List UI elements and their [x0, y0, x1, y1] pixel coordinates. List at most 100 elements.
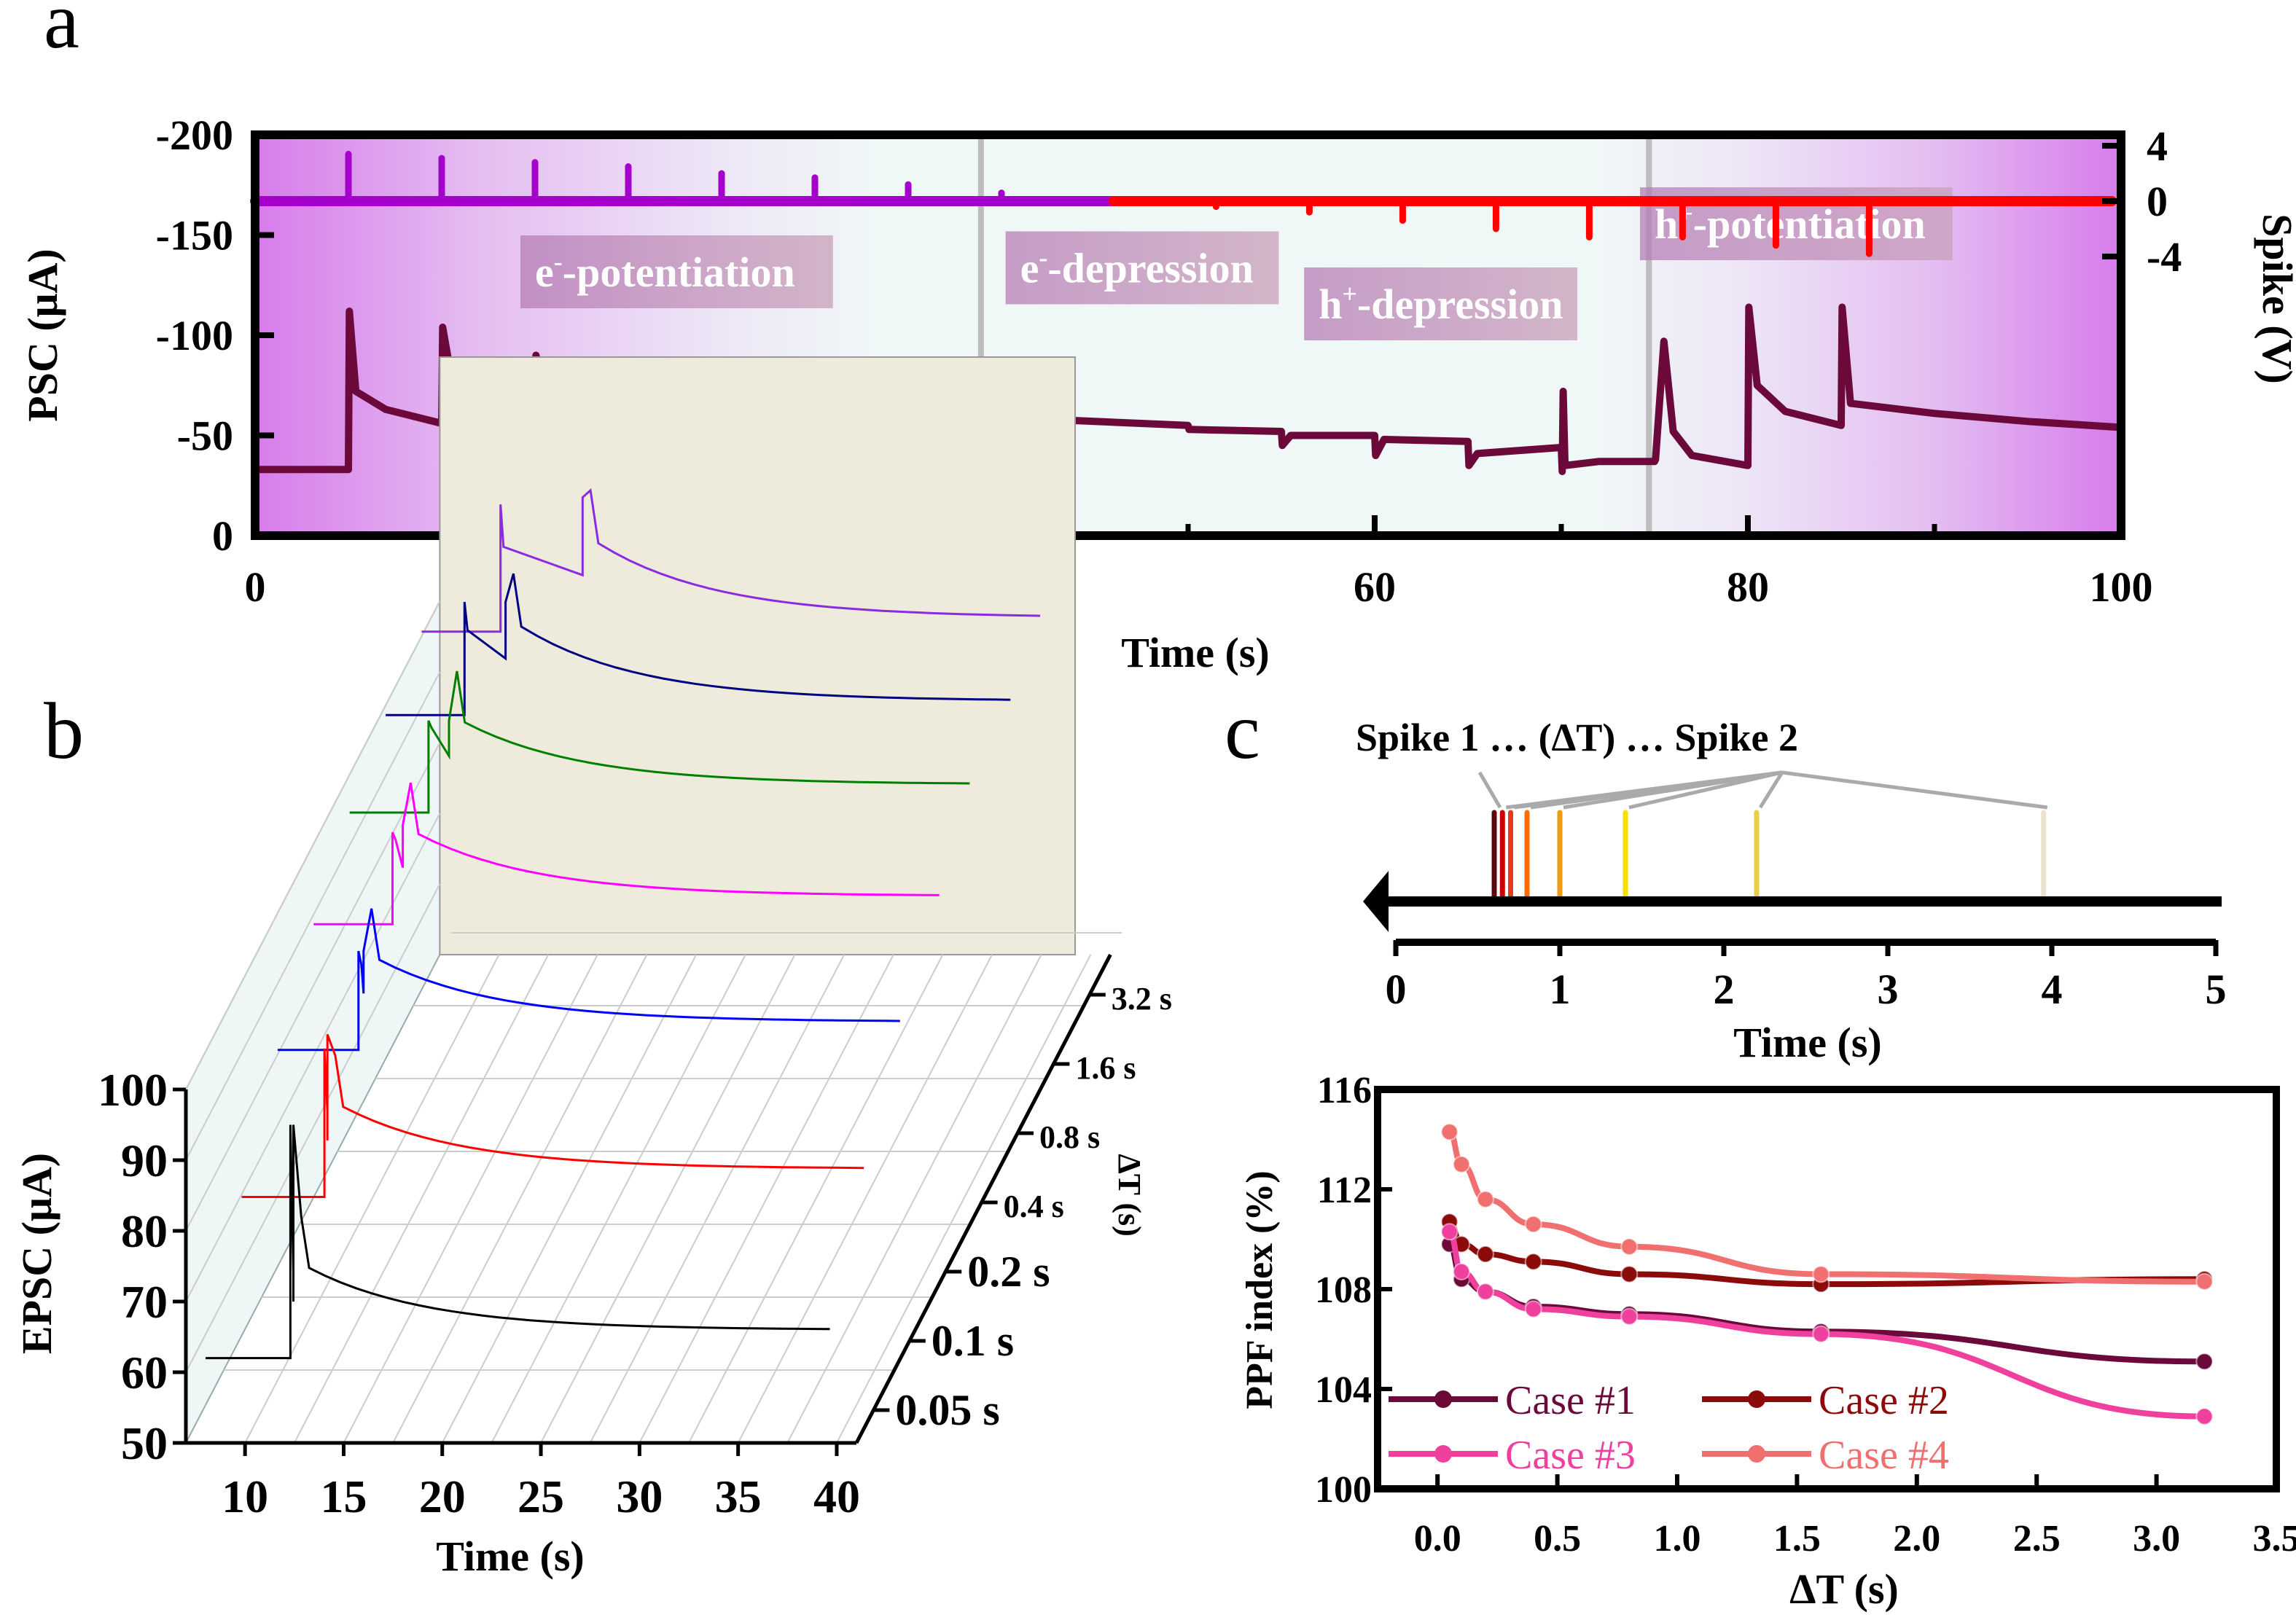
- panel-b-xlabel: Time (s): [436, 1533, 585, 1580]
- region-label-2: h+-depression: [1319, 279, 1563, 328]
- wall-grid-line: [185, 671, 441, 1161]
- epsc-trace-04s: [313, 782, 940, 926]
- z-tick-label: 0.8 s: [1039, 1119, 1100, 1155]
- epsc-trace-08s: [349, 670, 970, 814]
- y-tick-label: 116: [1317, 1070, 1372, 1111]
- floor-grid-line: [786, 954, 1042, 1444]
- ppf-point-case-4: [1440, 1123, 1459, 1141]
- x-tick-label: 2.5: [2013, 1518, 2061, 1560]
- legend-label-case-2: Case #2: [1819, 1378, 1949, 1423]
- y-tick-label: -100: [156, 312, 233, 359]
- y-tick-label: -200: [156, 111, 233, 159]
- ppf-point-case-3: [2195, 1407, 2214, 1425]
- x-tick-label: 1.5: [1773, 1518, 1821, 1560]
- epsc-trace-01s: [241, 1033, 864, 1198]
- legend-marker-case-2: [1748, 1390, 1765, 1408]
- panel-b-zlabel: ΔT (s): [1112, 1154, 1147, 1237]
- x-tick-label: 40: [813, 1471, 860, 1522]
- y-tick-label: 50: [121, 1417, 168, 1469]
- wall-grid-line: [185, 813, 441, 1302]
- ppf-point-case-4: [1476, 1190, 1494, 1208]
- legend-marker-case-3: [1434, 1445, 1452, 1463]
- region-label-box: [520, 235, 833, 308]
- time-arrow-head-icon: [1363, 871, 1389, 932]
- wall-grid-line: [185, 600, 441, 1090]
- x-tick-label: 1.0: [1654, 1518, 1701, 1560]
- floor-grid-line: [836, 954, 1092, 1444]
- panel-a-xlabel: Time (s): [1121, 629, 1270, 676]
- panel-c-ppf-chart: 0.0 0.5 1.0 1.5 2.0 2.5 3.0 3.5100104108112116 …: [1239, 1070, 2296, 1613]
- x-tick-label: 5: [2206, 966, 2227, 1013]
- leader-line-spike2: [1781, 770, 2048, 810]
- ppf-point-case-2: [1476, 1245, 1494, 1264]
- region-label-box: [1005, 231, 1279, 305]
- legend-label-case-3: Case #3: [1505, 1433, 1636, 1478]
- epsc-trace-005s: [206, 1124, 830, 1360]
- x-tick-label: 2: [1714, 966, 1735, 1013]
- floor-grid-line: [343, 954, 598, 1444]
- floor-grid-line: [491, 954, 746, 1444]
- ppf-line-case-4: [1448, 1129, 2205, 1285]
- y-right-tick-label: -4: [2147, 233, 2182, 281]
- floor-grid-line: [244, 954, 500, 1444]
- floor-grid-line: [688, 954, 944, 1444]
- ppf-point-case-3: [1620, 1307, 1639, 1326]
- leader-line-spike2: [1563, 770, 1783, 810]
- y-right-tick-label: 0: [2147, 178, 2168, 225]
- legend-label-case-4: Case #4: [1819, 1433, 1949, 1478]
- epsc-trace-02s: [277, 908, 900, 1052]
- legend-marker-case-1: [1434, 1390, 1452, 1408]
- y-right-tick-label: 4: [2147, 122, 2168, 170]
- x-tick-label: 30: [616, 1471, 663, 1522]
- ppf-point-case-4: [1524, 1215, 1542, 1233]
- ppf-point-case-3: [1524, 1300, 1542, 1318]
- z-tick-label: 0.4 s: [1004, 1189, 1064, 1224]
- y-tick-label: 70: [121, 1276, 168, 1328]
- ppf-point-case-3: [1440, 1223, 1459, 1241]
- x-tick-label: 20: [419, 1471, 466, 1522]
- floor-grid-line: [293, 954, 550, 1444]
- floor-grid-line: [589, 954, 845, 1444]
- leader-line-spike2: [1758, 771, 1784, 809]
- y-tick-label: 90: [121, 1135, 168, 1186]
- panel-a-ylabel-right: Spike (V): [2254, 214, 2296, 384]
- panel-c-bottom-xlabel: ΔT (s): [1789, 1565, 1899, 1613]
- panel-b-chart: 50 60 70 80 90 100 10 15 20 25 30 35 40 0.05 s 0.1 s 0.…: [13, 356, 1172, 1580]
- epsc-trace-16s: [386, 573, 1011, 716]
- ppf-point-case-4: [1620, 1237, 1639, 1256]
- x-tick-label: 1: [1550, 966, 1571, 1013]
- y-tick-label: -150: [156, 212, 233, 259]
- z-tick-label: 1.6 s: [1075, 1050, 1136, 1086]
- left-wall: [185, 600, 441, 1444]
- leader-line-spike1: [1477, 771, 1502, 809]
- ppf-point-case-3: [1453, 1263, 1471, 1281]
- x-tick-label: 3.0: [2133, 1518, 2180, 1560]
- panel-c-title: Spike 1 … (ΔT) … Spike 2: [1356, 716, 1798, 759]
- y-tick-label: 108: [1315, 1269, 1372, 1311]
- z-tick-label: 0.05 s: [895, 1386, 999, 1434]
- panel-a-ylabel: PSC (μA): [19, 249, 66, 421]
- panel-c-bottom-ylabel: PPF index (%): [1239, 1170, 1281, 1409]
- y-tick-label: -50: [177, 412, 233, 460]
- z-tick-label: 0.2 s: [967, 1248, 1050, 1296]
- ppf-point-case-1: [2195, 1353, 2214, 1371]
- x-tick-label: 0.5: [1534, 1518, 1581, 1560]
- panel-b-ylabel: EPSC (μA): [13, 1153, 60, 1354]
- x-tick-label: 0: [1386, 966, 1407, 1013]
- back-wall: [439, 356, 1076, 955]
- ppf-point-case-3: [1812, 1325, 1830, 1343]
- floor-grid-line: [392, 954, 648, 1444]
- legend-marker-case-4: [1748, 1445, 1765, 1463]
- y-tick-label: 112: [1317, 1170, 1372, 1211]
- y-tick-label: 100: [1315, 1469, 1372, 1511]
- panel-c-top-xlabel: Time (s): [1733, 1019, 1882, 1066]
- ppf-point-case-3: [1476, 1283, 1494, 1301]
- x-tick-label: 10: [222, 1471, 268, 1522]
- ppf-point-case-4: [2195, 1272, 2214, 1291]
- ppf-point-case-2: [1620, 1265, 1639, 1283]
- ppf-point-case-4: [1812, 1265, 1830, 1283]
- ppf-point-case-4: [1453, 1155, 1471, 1173]
- panel-c-timeline: Spike 1 … (ΔT) … Spike 2 0 1 2 3 4 5 Time (s): [1356, 716, 2227, 1066]
- x-tick-label: 0.0: [1414, 1518, 1461, 1560]
